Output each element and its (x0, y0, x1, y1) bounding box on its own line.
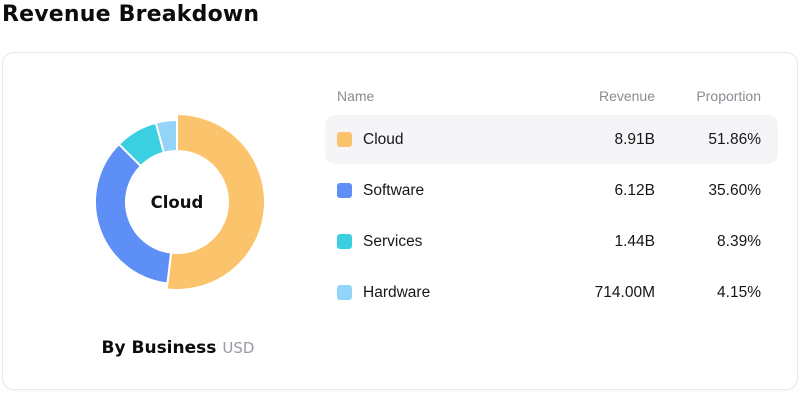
row-revenue: 714.00M (594, 283, 655, 301)
column-header-name: Name (337, 88, 375, 104)
series-color-swatch (337, 234, 352, 249)
column-header-proportion: Proportion (696, 88, 761, 104)
row-revenue: 1.44B (614, 232, 655, 250)
donut-slice-software[interactable] (94, 143, 173, 285)
table-row-cloud[interactable]: Cloud 8.91B 51.86% (325, 115, 778, 164)
legend-table-header: Name Revenue Proportion (325, 84, 778, 108)
row-revenue: 8.91B (614, 130, 655, 148)
byline-grouping-label: By Business (101, 338, 217, 358)
table-body: Cloud 8.91B 51.86% Software 6.12B 35.60%… (325, 115, 778, 317)
series-color-swatch (337, 132, 352, 147)
byline-unit-label: USD (222, 339, 255, 357)
legend-table: Name Revenue Proportion Cloud 8.91B 51.8… (325, 84, 778, 319)
donut-chart: Cloud (77, 102, 277, 302)
row-name: Cloud (363, 130, 404, 148)
chart-byline: By Business USD (3, 335, 353, 361)
table-row-services[interactable]: Services 1.44B 8.39% (325, 217, 778, 266)
row-proportion: 35.60% (708, 181, 761, 199)
table-row-hardware[interactable]: Hardware 714.00M 4.15% (325, 268, 778, 317)
row-revenue: 6.12B (614, 181, 655, 199)
revenue-breakdown-card: Cloud By Business USD Name Revenue Propor… (2, 52, 798, 390)
series-color-swatch (337, 183, 352, 198)
row-proportion: 51.86% (708, 130, 761, 148)
row-name: Software (363, 181, 425, 199)
series-color-swatch (337, 285, 352, 300)
row-proportion: 4.15% (717, 283, 761, 301)
donut-slice-hardware[interactable] (154, 119, 178, 154)
row-name: Services (363, 232, 423, 250)
row-proportion: 8.39% (717, 232, 761, 250)
donut-slice-cloud[interactable] (165, 113, 266, 291)
donut-svg (94, 113, 266, 291)
page-title: Revenue Breakdown (2, 2, 260, 27)
table-row-software[interactable]: Software 6.12B 35.60% (325, 166, 778, 215)
row-name: Hardware (363, 283, 431, 301)
column-header-revenue: Revenue (598, 88, 655, 104)
